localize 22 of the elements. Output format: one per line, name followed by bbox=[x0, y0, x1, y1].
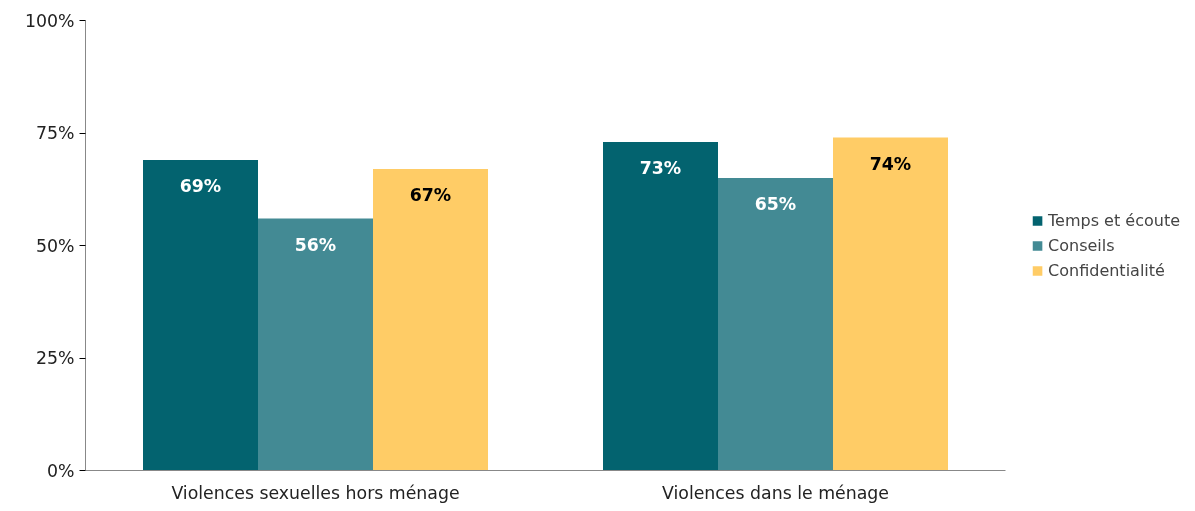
bar bbox=[373, 169, 488, 471]
bar bbox=[833, 137, 948, 471]
legend-label: Temps et écoute bbox=[1048, 210, 1180, 230]
y-tick-label: 0% bbox=[47, 460, 75, 481]
legend-label: Conseils bbox=[1048, 235, 1115, 255]
y-tick-label: 75% bbox=[35, 123, 75, 143]
y-tick-label: 100% bbox=[24, 10, 75, 31]
bar bbox=[603, 142, 718, 471]
y-tick-label: 25% bbox=[35, 348, 75, 368]
x-tick-label: Violences dans le ménage bbox=[662, 482, 889, 503]
data-label: 74% bbox=[869, 153, 912, 174]
bar bbox=[718, 178, 833, 471]
data-label: 73% bbox=[639, 158, 682, 178]
data-label: 69% bbox=[179, 176, 222, 196]
legend-label: Confidentialité bbox=[1048, 260, 1165, 280]
x-tick-label: Violences sexuelles hors ménage bbox=[171, 482, 460, 503]
bar bbox=[143, 160, 258, 471]
data-label: 67% bbox=[409, 185, 452, 205]
bar bbox=[258, 218, 373, 471]
y-tick-label: 50% bbox=[35, 235, 75, 256]
data-label: 56% bbox=[294, 234, 337, 255]
data-label: 65% bbox=[754, 194, 797, 214]
